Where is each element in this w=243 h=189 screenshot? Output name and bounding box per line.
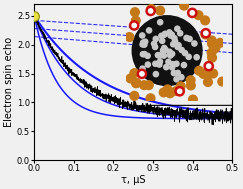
Y-axis label: Electron spin echo: Electron spin echo [4, 37, 14, 127]
Text: 4 nm: 4 nm [180, 111, 200, 120]
X-axis label: τ, μS: τ, μS [121, 175, 146, 185]
